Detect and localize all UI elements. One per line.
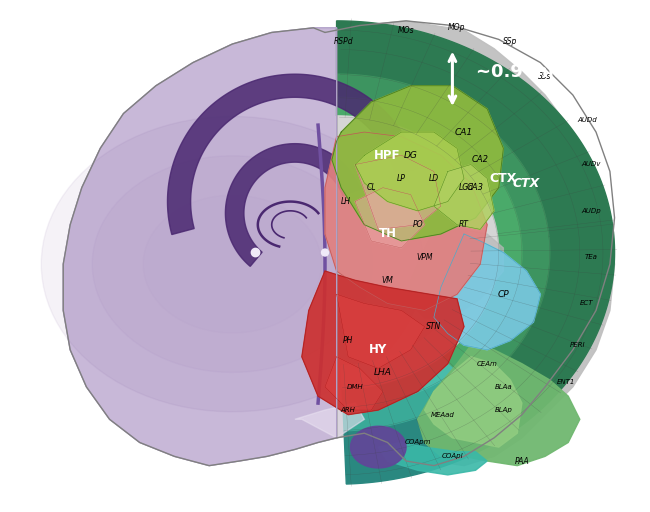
Polygon shape — [456, 237, 550, 389]
Polygon shape — [337, 294, 424, 368]
Text: RSPd: RSPd — [333, 37, 354, 46]
Polygon shape — [226, 144, 360, 266]
Text: LGd: LGd — [459, 183, 474, 192]
Polygon shape — [350, 426, 406, 468]
Polygon shape — [474, 232, 614, 430]
Circle shape — [252, 248, 260, 257]
Text: DG: DG — [404, 151, 418, 160]
Polygon shape — [337, 74, 549, 239]
Polygon shape — [168, 74, 418, 234]
Text: PH: PH — [343, 336, 354, 345]
Polygon shape — [411, 229, 503, 317]
Polygon shape — [355, 155, 441, 229]
Text: VM: VM — [382, 276, 393, 285]
Text: TEa: TEa — [585, 254, 598, 260]
Polygon shape — [343, 371, 474, 431]
Text: LH: LH — [341, 197, 351, 206]
Text: HPF: HPF — [374, 148, 401, 162]
Polygon shape — [332, 86, 503, 241]
Polygon shape — [434, 234, 540, 350]
Polygon shape — [337, 97, 521, 241]
Polygon shape — [337, 21, 614, 465]
Text: COApm: COApm — [404, 439, 431, 445]
Text: CTX: CTX — [489, 172, 517, 185]
Text: PERI: PERI — [569, 342, 585, 348]
Text: MOs: MOs — [398, 26, 415, 35]
Polygon shape — [434, 164, 494, 229]
Text: LP: LP — [397, 174, 406, 183]
Polygon shape — [337, 116, 499, 389]
Text: CA1: CA1 — [455, 127, 473, 137]
Text: BLAp: BLAp — [495, 407, 512, 413]
Text: CA2: CA2 — [472, 155, 489, 164]
Polygon shape — [344, 389, 515, 484]
Text: ECT: ECT — [580, 301, 593, 307]
Text: PO: PO — [412, 220, 423, 229]
Polygon shape — [92, 156, 372, 372]
Polygon shape — [302, 271, 464, 415]
Polygon shape — [42, 116, 423, 412]
Text: ARH: ARH — [341, 407, 356, 413]
Text: ~0.9 mm: ~0.9 mm — [476, 63, 566, 81]
Text: VPM: VPM — [417, 252, 433, 262]
Text: RT: RT — [459, 220, 469, 229]
Polygon shape — [325, 357, 383, 410]
Text: COApl: COApl — [441, 453, 463, 459]
Text: LHA: LHA — [374, 369, 392, 377]
Text: ENT1: ENT1 — [557, 379, 575, 385]
Text: CTX: CTX — [513, 177, 540, 189]
Text: HY: HY — [369, 344, 387, 356]
Polygon shape — [295, 403, 365, 438]
Text: CP: CP — [497, 290, 509, 298]
Polygon shape — [337, 21, 614, 237]
Polygon shape — [424, 357, 522, 447]
Text: DMH: DMH — [347, 384, 363, 390]
Polygon shape — [441, 239, 522, 371]
Text: CA3: CA3 — [467, 183, 484, 192]
Polygon shape — [343, 357, 456, 408]
Polygon shape — [355, 132, 464, 211]
Text: AUDp: AUDp — [582, 208, 601, 214]
Text: MOp: MOp — [448, 24, 466, 32]
Text: STN: STN — [426, 322, 441, 331]
Text: MEAad: MEAad — [431, 412, 455, 418]
Text: SSs: SSs — [538, 72, 552, 81]
Polygon shape — [418, 345, 580, 465]
Text: BLAa: BLAa — [495, 384, 512, 390]
Text: AUDv: AUDv — [582, 161, 601, 167]
Text: SSp: SSp — [503, 37, 517, 46]
Text: AUDd: AUDd — [577, 117, 597, 123]
Polygon shape — [325, 132, 487, 310]
Text: TH: TH — [378, 227, 396, 241]
Text: CL: CL — [367, 183, 376, 192]
Polygon shape — [355, 188, 424, 248]
Text: LD: LD — [429, 174, 439, 183]
Text: CEAm: CEAm — [476, 361, 498, 367]
Polygon shape — [378, 442, 487, 475]
Circle shape — [322, 249, 328, 256]
Text: PAA: PAA — [515, 457, 529, 465]
Polygon shape — [63, 28, 337, 465]
